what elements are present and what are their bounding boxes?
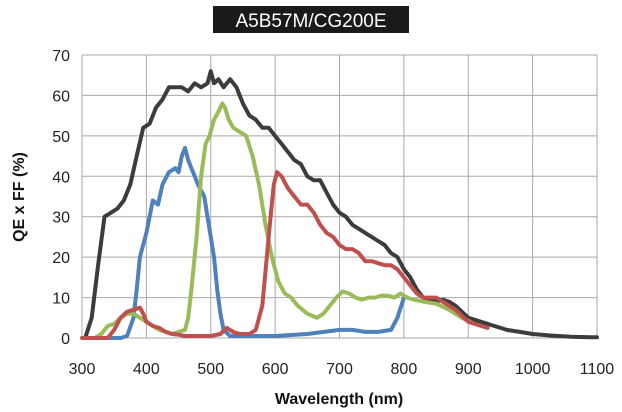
x-tick-label: 900 <box>455 361 482 378</box>
y-axis-label: QE x FF (%) <box>11 152 28 242</box>
y-tick-label: 20 <box>52 250 70 267</box>
y-tick-label: 0 <box>61 331 70 348</box>
series-layer <box>80 69 599 340</box>
chart-title: A5B57M/CG200E <box>213 6 409 33</box>
x-tick-label: 300 <box>69 361 96 378</box>
x-tick-label: 800 <box>391 361 418 378</box>
y-tick-label: 60 <box>52 88 70 105</box>
title-background <box>213 6 409 33</box>
x-tick-label: 1100 <box>580 361 615 378</box>
y-tick-label: 10 <box>52 291 70 308</box>
x-tick-label: 1000 <box>515 361 551 378</box>
x-tick-label: 600 <box>262 361 289 378</box>
series-line-2 <box>92 101 490 340</box>
x-tick-label: 700 <box>326 361 353 378</box>
y-tick-label: 70 <box>52 48 70 65</box>
y-tick-label: 30 <box>52 210 70 227</box>
series-line-3 <box>80 170 490 340</box>
chart-title-text: A5B57M/CG200E <box>235 11 386 32</box>
series-line-1 <box>105 146 406 340</box>
series-line-0 <box>83 69 599 340</box>
y-tick-label: 40 <box>52 169 70 186</box>
x-axis-ticks: 300 400 500 600 700 800 900 1000 1100 <box>69 361 615 378</box>
y-tick-label: 50 <box>52 129 70 146</box>
y-axis-ticks: 0 10 20 30 40 50 60 70 <box>52 48 70 348</box>
x-tick-label: 500 <box>197 361 224 378</box>
x-tick-label: 400 <box>133 361 160 378</box>
grid <box>81 54 598 339</box>
x-axis-label: Wavelength (nm) <box>275 391 403 408</box>
